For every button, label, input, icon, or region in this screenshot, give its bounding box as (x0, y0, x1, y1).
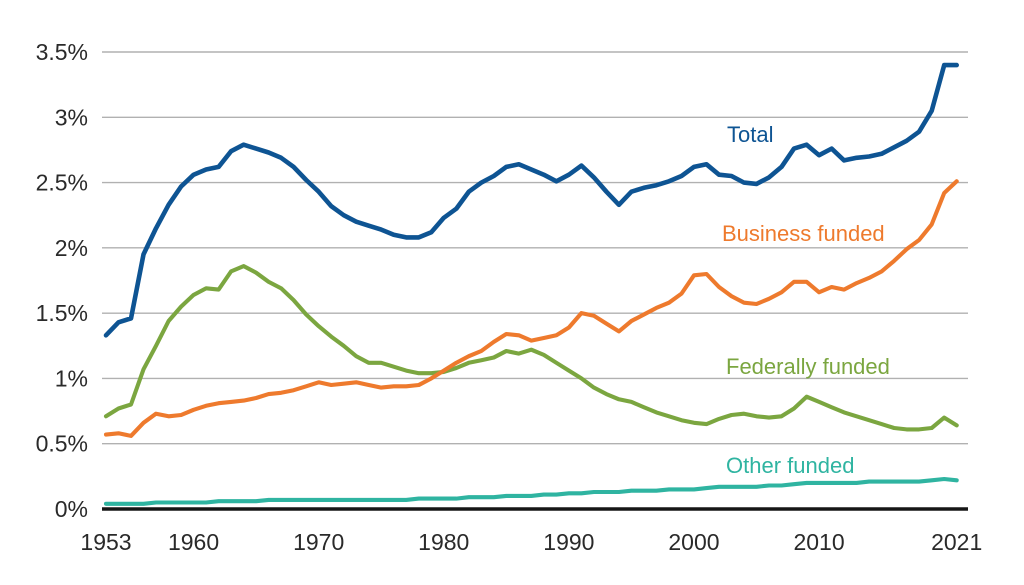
y-tick-label: 0.5% (36, 431, 88, 457)
series-label-other_funded: Other funded (726, 453, 854, 478)
series-line-other_funded (103, 476, 959, 506)
x-tick-label: 2010 (793, 529, 844, 555)
x-tick-label: 2021 (931, 529, 982, 555)
series-line-total (103, 62, 960, 338)
series-line-business_funded (103, 179, 959, 438)
series-line-federally_funded (103, 264, 959, 432)
y-tick-label: 1.5% (36, 300, 88, 326)
y-tick-label: 0% (55, 496, 88, 522)
y-tick-label: 2.5% (36, 170, 88, 196)
series-label-total: Total (727, 122, 773, 147)
y-tick-label: 2% (55, 235, 88, 261)
x-tick-label: 1960 (168, 529, 219, 555)
y-tick-label: 3.5% (36, 39, 88, 65)
x-tick-label: 1970 (293, 529, 344, 555)
y-tick-label: 3% (55, 104, 88, 130)
x-tick-label: 1990 (543, 529, 594, 555)
series-label-federally_funded: Federally funded (726, 354, 890, 379)
x-tick-label: 1980 (418, 529, 469, 555)
x-tick-label: 1953 (80, 529, 131, 555)
series-label-business_funded: Business funded (722, 221, 885, 246)
y-tick-label: 1% (55, 365, 88, 391)
x-tick-label: 2000 (668, 529, 719, 555)
